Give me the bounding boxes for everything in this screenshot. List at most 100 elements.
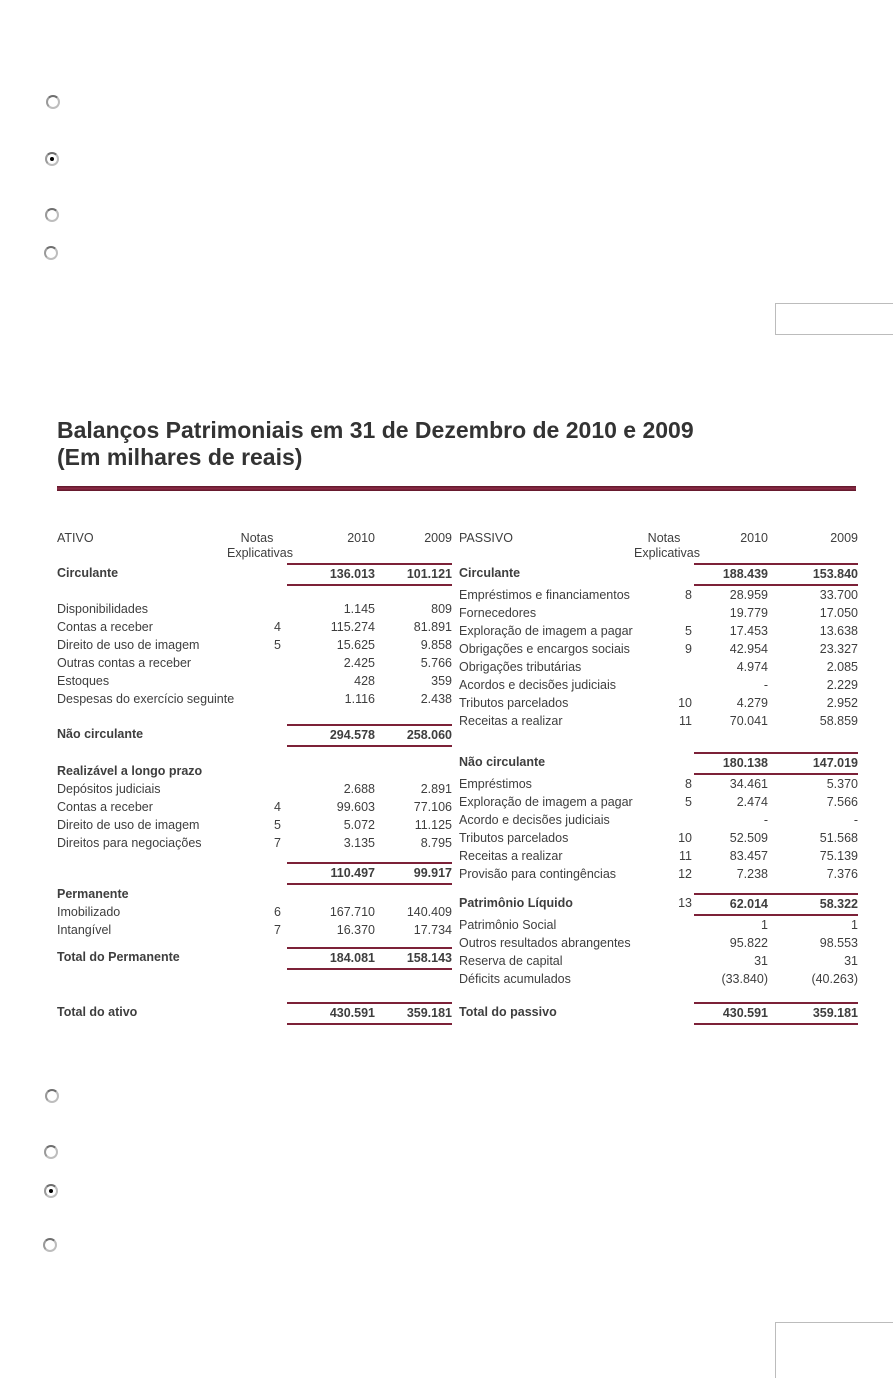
passivo-table-header: PASSIVO Notas 2010 2009 Explicativas [459, 531, 858, 563]
table-row: Empréstimos e financiamentos 8 28.959 33.70… [459, 586, 858, 604]
radio-option-top-1[interactable] [46, 95, 60, 109]
row-label: Acordos e decisões judiciais [459, 678, 617, 692]
row-values: 180.138 147.019 [694, 752, 858, 775]
radio-option-bottom-4[interactable] [43, 1238, 57, 1252]
note-ref [227, 724, 287, 747]
value-2009: 1 [851, 918, 858, 932]
year-2010-header: 2010 [347, 531, 375, 545]
row-label: Contas a receber [57, 800, 153, 814]
row-values: 167.710 140.409 [287, 903, 452, 921]
table-row: Acordos e decisões judiciais - 2.229 [459, 676, 858, 694]
value-2009: 5.370 [826, 777, 858, 791]
value-2009: 81.891 [413, 620, 452, 634]
value-2009: 99.917 [413, 866, 452, 880]
table-row: Outras contas a receber 2.425 5.766 [57, 654, 452, 672]
value-2009: 809 [431, 602, 452, 616]
row-label: Imobilizado [57, 905, 121, 919]
row-values: -- [694, 811, 858, 829]
radio-option-top-3[interactable] [45, 208, 59, 222]
value-2009: 98.553 [819, 936, 858, 950]
value-2009: (40.263) [811, 972, 858, 986]
ativo-table-header: ATIVO Notas 2010 2009 Explicativas [57, 531, 452, 563]
row-values: 4.279 2.952 [694, 694, 858, 712]
row-label: Receitas a realizar [459, 849, 563, 863]
note-ref [227, 780, 287, 798]
spacer [459, 988, 858, 1002]
value-2010: 34.461 [729, 777, 768, 791]
row-label: Total do ativo [57, 1005, 138, 1019]
table-row: Tributos parcelados 10 4.279 2.952 [459, 694, 858, 712]
table-row: Provisão para contingências 12 7.238 7.376 [459, 865, 858, 883]
row-values: - 2.229 [694, 676, 858, 694]
value-2010: 16.370 [336, 923, 375, 937]
row-label: Disponibilidades [57, 602, 149, 616]
value-2010: 62.014 [729, 897, 768, 911]
value-2010: 4.974 [736, 660, 768, 674]
note-ref: 8 [685, 777, 692, 791]
table-row: Patrimônio Líquido 13 62.014 58.322 [459, 893, 858, 916]
table-row: Contas a receber 4 99.603 77.106 [57, 798, 452, 816]
note-ref [634, 811, 694, 829]
table-row: Intangível 7 16.370 17.734 [57, 921, 452, 939]
table-row: Contas a receber 4 115.274 81.891 [57, 618, 452, 636]
note-ref: 4 [274, 620, 281, 634]
note-ref: 6 [274, 905, 281, 919]
value-2010: 28.959 [729, 588, 768, 602]
value-2010: 1.145 [343, 602, 375, 616]
value-2010: 99.603 [336, 800, 375, 814]
spacer [459, 883, 858, 893]
value-2010 [287, 762, 375, 780]
value-2010: 52.509 [729, 831, 768, 845]
note-ref: 10 [678, 831, 692, 845]
note-ref: 10 [678, 696, 692, 710]
radio-option-bottom-2[interactable] [44, 1145, 58, 1159]
row-values: 115.274 81.891 [287, 618, 452, 636]
row-label: Receitas a realizar [459, 714, 563, 728]
radio-option-top-4[interactable] [44, 246, 58, 260]
row-values: 2.425 5.766 [287, 654, 452, 672]
row-values: 2.474 7.566 [694, 793, 858, 811]
row-values: 4.974 2.085 [694, 658, 858, 676]
note-ref [227, 672, 287, 690]
value-2009: 2.229 [826, 678, 858, 692]
radio-option-top-2[interactable] [45, 152, 59, 166]
year-headers: 2010 2009 [287, 531, 452, 546]
value-2010: 3.135 [343, 836, 375, 850]
value-2010: - [763, 678, 768, 692]
table-row: Receitas a realizar 11 70.041 58.859 [459, 712, 858, 730]
spacer [57, 852, 452, 862]
note-ref [634, 658, 694, 676]
row-label: Permanente [57, 887, 129, 901]
note-ref: 5 [274, 818, 281, 832]
radio-option-bottom-3[interactable] [44, 1184, 58, 1198]
passivo-rows: Circulante 188.439 153.840 Empréstimos e fi… [459, 563, 858, 1025]
note-ref: 7 [274, 836, 281, 850]
table-row: Exploração de imagem a pagar 5 17.453 13.63… [459, 622, 858, 640]
table-row: Estoques 428 359 [57, 672, 452, 690]
value-2009: 2.438 [420, 692, 452, 706]
ativo-table: ATIVO Notas 2010 2009 Explicativas Circu… [57, 531, 452, 1025]
radio-option-bottom-1[interactable] [45, 1089, 59, 1103]
row-label: Exploração de imagem a pagar [459, 795, 633, 809]
row-label: Depósitos judiciais [57, 782, 161, 796]
table-row: Realizável a longo prazo [57, 762, 452, 780]
title-rule [57, 486, 856, 491]
note-ref [634, 970, 694, 988]
row-values: 99.603 77.106 [287, 798, 452, 816]
note-ref: 5 [685, 624, 692, 638]
spacer [57, 586, 452, 600]
row-label: Exploração de imagem a pagar [459, 624, 633, 638]
row-label: Despesas do exercício seguinte [57, 692, 235, 706]
row-label: Contas a receber [57, 620, 153, 634]
year-headers: 2010 2009 [694, 531, 858, 546]
table-row: Outros resultados abrangentes 95.822 98.55… [459, 934, 858, 952]
value-2010: 7.238 [736, 867, 768, 881]
clipped-box-bottom-right [775, 1322, 893, 1378]
row-label: Total do Permanente [57, 950, 180, 964]
value-2010: 95.822 [729, 936, 768, 950]
value-2010: 430.591 [722, 1006, 768, 1020]
note-ref [227, 947, 287, 970]
note-ref: 11 [679, 714, 692, 728]
row-values [287, 885, 452, 903]
